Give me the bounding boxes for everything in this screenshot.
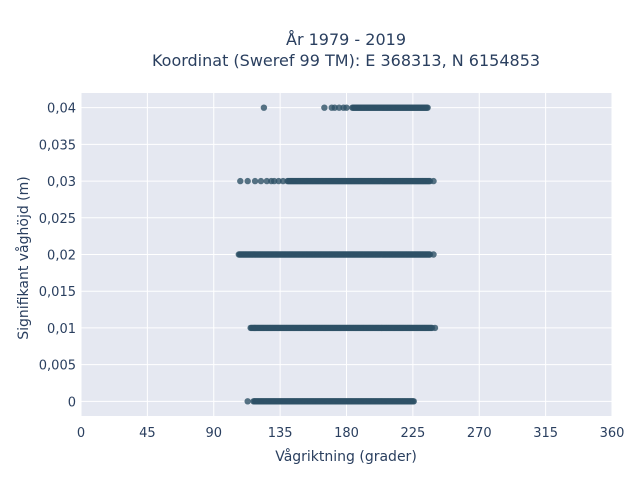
x-tick-label: 225 xyxy=(400,426,425,441)
x-tick-label: 135 xyxy=(268,426,293,441)
x-tick-label: 0 xyxy=(77,426,85,441)
data-point xyxy=(244,398,251,405)
data-point xyxy=(343,104,350,111)
x-tick-label: 315 xyxy=(533,426,558,441)
data-point xyxy=(335,104,343,111)
x-tick-label: 90 xyxy=(205,426,222,441)
y-tick-label: 0,01 xyxy=(47,322,76,337)
data-point xyxy=(321,104,328,111)
x-tick-label: 270 xyxy=(467,426,492,441)
y-tick-label: 0 xyxy=(68,395,76,410)
y-tick-label: 0,04 xyxy=(47,102,76,117)
data-points xyxy=(235,104,439,405)
data-point xyxy=(260,104,268,111)
data-point xyxy=(271,177,278,185)
data-point xyxy=(431,324,439,332)
y-tick-labels: 0 0,005 0,01 0,015 0,02 0,025 0,03 0,035 0,04 xyxy=(39,102,76,411)
data-point xyxy=(244,177,251,185)
y-tick-label: 0,035 xyxy=(39,138,76,153)
y-tick-label: 0,02 xyxy=(47,249,76,264)
data-point xyxy=(430,177,437,185)
data-point xyxy=(237,177,244,185)
x-tick-label: 180 xyxy=(334,426,359,441)
data-point xyxy=(331,104,338,111)
data-point xyxy=(251,177,259,185)
data-point xyxy=(257,177,265,185)
x-tick-labels: 0 45 90 135 180 225 270 315 360 xyxy=(77,426,625,441)
data-point xyxy=(430,251,437,258)
y-tick-label: 0,015 xyxy=(39,285,76,300)
y-tick-label: 0,005 xyxy=(39,359,76,374)
data-point xyxy=(263,177,271,185)
chart-subtitle: Koordinat (Sweref 99 TM): E 368313, N 61… xyxy=(152,51,540,70)
data-point xyxy=(410,398,417,405)
x-axis-label: Vågriktning (grader) xyxy=(275,448,417,465)
chart-title: År 1979 - 2019 xyxy=(286,30,406,49)
y-tick-label: 0,025 xyxy=(39,212,76,227)
x-tick-label: 360 xyxy=(600,426,625,441)
data-point xyxy=(424,104,431,111)
data-point xyxy=(279,177,287,185)
y-axis-label: Signifikant våghöjd (m) xyxy=(15,176,32,339)
x-tick-label: 45 xyxy=(139,426,156,441)
y-tick-label: 0,03 xyxy=(47,175,76,190)
data-point xyxy=(275,177,282,185)
